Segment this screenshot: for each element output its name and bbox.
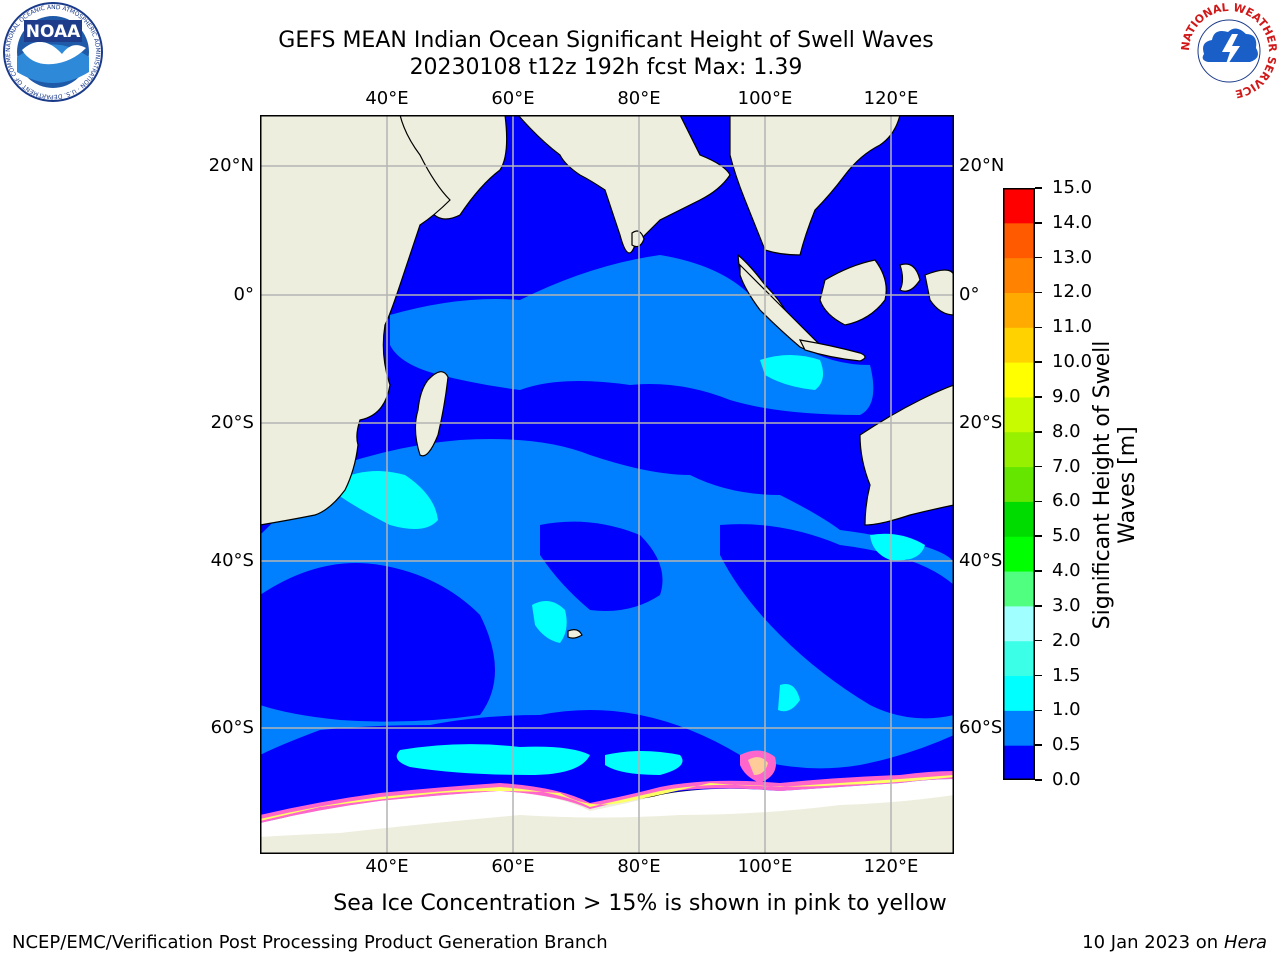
lon-tick-bottom: 100°E <box>737 856 793 877</box>
colorbar-tick-mark <box>1035 431 1042 433</box>
lon-tick-bottom: 120°E <box>863 856 919 877</box>
lon-tick-top: 40°E <box>365 88 409 109</box>
map-subtitle: 20230108 t12z 192h fcst Max: 1.39 <box>409 55 803 80</box>
lat-tick-right: 0° <box>959 284 980 305</box>
colorbar-tick-mark <box>1035 222 1042 224</box>
colorbar-tick-mark <box>1035 709 1042 712</box>
colorbar-swatch <box>1003 571 1035 607</box>
colorbar-tick-mark <box>1035 744 1042 746</box>
lat-tick-left: 0° <box>233 284 254 305</box>
lon-tick-top: 80°E <box>617 88 661 109</box>
colorbar-tick-mark <box>1035 291 1042 294</box>
footer-host: Hera <box>1223 932 1267 953</box>
nws-logo: NATIONAL WEATHER SERVICE <box>1179 1 1279 101</box>
lat-tick-left: 40°S <box>210 550 254 571</box>
lon-tick-bottom: 60°E <box>491 856 535 877</box>
ocean-band-0-0.5-pockets <box>260 521 954 722</box>
lat-tick-left: 20°S <box>210 412 254 433</box>
lon-tick-top: 100°E <box>737 88 793 109</box>
colorbar-swatch <box>1003 745 1035 781</box>
colorbar-swatch <box>1003 327 1035 363</box>
lon-tick-bottom: 40°E <box>365 856 409 877</box>
colorbar-tick-label: 8.0 <box>1052 420 1081 442</box>
colorbar-tick-mark <box>1035 361 1042 363</box>
colorbar-swatch <box>1003 396 1035 433</box>
lon-tick-bottom: 80°E <box>617 856 661 877</box>
colorbar-tick-mark <box>1035 570 1042 572</box>
colorbar-tick-label: 2.0 <box>1052 629 1081 651</box>
colorbar-tick-label: 1.0 <box>1052 699 1081 721</box>
colorbar-swatch <box>1003 536 1035 572</box>
lon-tick-top: 60°E <box>491 88 535 109</box>
colorbar-tick-mark <box>1035 256 1042 259</box>
colorbar-tick-label: 0.5 <box>1052 734 1081 756</box>
colorbar-tick-label: 6.0 <box>1052 490 1081 512</box>
swell-height-map <box>259 114 955 855</box>
lat-tick-right: 60°S <box>959 717 1003 738</box>
colorbar-tick-mark <box>1035 396 1042 398</box>
sea-ice-edge <box>260 750 954 837</box>
colorbar-tick-label: 14.0 <box>1052 211 1093 233</box>
colorbar-swatch <box>1003 675 1035 711</box>
colorbar-tick-mark <box>1035 326 1042 329</box>
lat-tick-left: 20°N <box>208 155 254 176</box>
colorbar-tick-label: 9.0 <box>1052 385 1081 407</box>
noaa-logo: NOAA NATIONAL OCEANIC AND ATMOSPHERIC AD… <box>0 0 104 102</box>
colorbar-tick-mark <box>1035 779 1042 781</box>
sea-ice-caption: Sea Ice Concentration > 15% is shown in … <box>333 891 947 916</box>
map-panel <box>259 114 955 855</box>
colorbar-tick-mark <box>1035 639 1042 642</box>
colorbar-tick-label: 4.0 <box>1052 560 1081 582</box>
colorbar-swatch <box>1003 292 1035 328</box>
colorbar-tick-label: 7.0 <box>1052 455 1081 477</box>
colorbar-tick-label: 10.0 <box>1052 351 1093 373</box>
colorbar-tick-mark <box>1035 187 1042 189</box>
colorbar-swatches <box>1003 188 1035 781</box>
colorbar-swatch <box>1003 640 1035 677</box>
footer-date-text: 10 Jan 2023 on <box>1082 932 1224 953</box>
lat-tick-left: 60°S <box>210 717 254 738</box>
colorbar-swatch <box>1003 431 1035 468</box>
map-title: GEFS MEAN Indian Ocean Significant Heigh… <box>278 28 934 53</box>
colorbar-tick-mark <box>1035 465 1042 468</box>
colorbar-swatch <box>1003 466 1035 502</box>
lon-tick-top: 120°E <box>863 88 919 109</box>
colorbar-swatch <box>1003 501 1035 537</box>
graticule <box>260 115 954 854</box>
colorbar-tick-label: 5.0 <box>1052 525 1081 547</box>
ocean-band-1.0-1.5 <box>338 355 925 775</box>
colorbar-label: Significant Height of Swell Waves [m] <box>1090 340 1140 630</box>
colorbar-tick-label: 3.0 <box>1052 594 1081 616</box>
colorbar-swatch <box>1003 222 1035 259</box>
colorbar-swatch <box>1003 605 1035 642</box>
lat-tick-right: 20°N <box>959 155 1005 176</box>
footer-date: 10 Jan 2023 on Hera <box>1082 933 1267 953</box>
lat-tick-right: 40°S <box>959 550 1003 571</box>
noaa-logo-text: NOAA <box>26 22 81 42</box>
colorbar-swatch <box>1003 188 1035 224</box>
colorbar-tick-mark <box>1035 535 1042 537</box>
lat-tick-right: 20°S <box>959 412 1003 433</box>
colorbar-swatch <box>1003 710 1035 746</box>
colorbar-frame <box>1003 188 1035 780</box>
map-frame <box>260 115 954 854</box>
colorbar-tick-label: 12.0 <box>1052 281 1093 303</box>
colorbar-swatch <box>1003 362 1035 398</box>
footer-credit: NCEP/EMC/Verification Post Processing Pr… <box>12 932 608 953</box>
colorbar-tick-label: 11.0 <box>1052 316 1093 338</box>
colorbar-tick-label: 15.0 <box>1052 177 1093 198</box>
colorbar-tick-label: 1.5 <box>1052 664 1081 686</box>
colorbar-tick-label: 0.0 <box>1052 769 1081 790</box>
colorbar-tick-mark <box>1035 605 1042 607</box>
colorbar-tick-mark <box>1035 674 1042 677</box>
colorbar-tick-label: 13.0 <box>1052 246 1093 268</box>
colorbar-swatch <box>1003 257 1035 293</box>
colorbar-tick-mark <box>1035 500 1042 503</box>
colorbar <box>1003 188 1035 781</box>
